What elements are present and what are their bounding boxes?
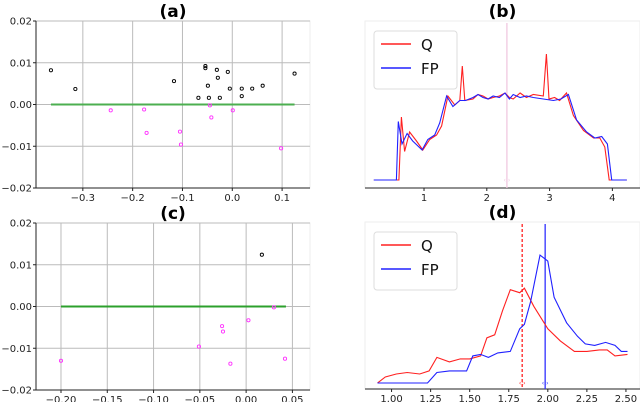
legend-box <box>373 231 458 291</box>
y-tick-label: 0.02 <box>10 219 32 230</box>
data-point-negative <box>246 318 251 323</box>
panel-title: (c) <box>160 204 186 224</box>
y-tick-label: −0.01 <box>1 142 32 153</box>
y-tick-label: 0.00 <box>10 100 32 111</box>
series-line-q <box>377 287 628 384</box>
data-point-positive <box>196 95 201 100</box>
series-line-fp <box>373 92 627 181</box>
data-point-negative <box>209 115 214 120</box>
panel-c: (c) −0.20 −0.15 −0.10 −0.05 0.00 0.05 0.02 0.01 0… <box>1 204 311 402</box>
data-point-negative <box>58 358 64 363</box>
legend-label-fp: FP <box>421 60 439 78</box>
data-point-positive <box>206 95 211 100</box>
x-tick-label: 0.05 <box>281 395 303 402</box>
y-tick-label: 0.01 <box>10 260 32 271</box>
data-point-positive <box>239 94 244 99</box>
legend-box <box>373 30 458 90</box>
y-tick-label: −0.02 <box>1 386 32 397</box>
x-tick-label: 2 <box>484 193 490 204</box>
x-tick-label: 0.00 <box>235 395 257 402</box>
x-tick-label: 4 <box>609 193 615 204</box>
data-point-positive <box>217 95 222 100</box>
x-tick-label: −0.05 <box>185 395 216 402</box>
y-tick-label: 0.02 <box>10 17 32 28</box>
x-tick-label: −0.3 <box>71 193 95 204</box>
x-tick-label: 1.75 <box>498 394 520 402</box>
data-point-positive <box>48 68 53 73</box>
y-tick-label: 0.01 <box>10 58 32 69</box>
data-point-positive <box>239 86 244 91</box>
data-point-negative <box>207 103 212 108</box>
reference-marker: ‹·› <box>542 380 549 387</box>
data-point-positive <box>250 86 255 91</box>
x-tick-label: 2.50 <box>615 394 637 402</box>
data-point-negative <box>108 108 113 113</box>
data-point-positive <box>225 69 230 74</box>
x-tick-label: 1 <box>421 193 427 204</box>
reference-marker: ‹·› <box>519 380 526 387</box>
data-point-positive <box>259 252 264 257</box>
data-point-positive <box>203 64 208 69</box>
x-tick-label: 1.00 <box>380 394 402 402</box>
data-point-negative <box>220 329 226 334</box>
y-tick-label: 0.00 <box>10 302 32 313</box>
x-tick-label: 1.25 <box>419 394 441 402</box>
x-tick-label: −0.10 <box>138 395 169 402</box>
data-point-positive <box>227 86 232 91</box>
data-point-positive <box>215 75 220 80</box>
data-point-positive <box>260 83 265 88</box>
x-tick-label: −0.15 <box>92 395 123 402</box>
x-tick-label: −0.1 <box>170 193 194 204</box>
series-line-fp <box>377 254 628 384</box>
panel-a: (a) −0.3 −0.2 −0.1 0.0 0.1 0.02 0.01 0.00 −0.01 −0… <box>1 2 311 204</box>
data-point-positive <box>214 67 219 72</box>
data-point-negative <box>177 129 183 134</box>
x-tick-label: 0.0 <box>224 193 240 204</box>
data-point-negative <box>271 305 276 310</box>
data-point-negative <box>228 361 233 366</box>
data-point-positive <box>203 66 208 71</box>
data-point-positive <box>292 71 297 76</box>
data-point-negative <box>196 344 201 349</box>
legend: Q FP <box>373 231 458 291</box>
x-tick-label: 0.1 <box>274 193 290 204</box>
x-tick-label: 3 <box>546 193 552 204</box>
data-point-negative <box>144 130 149 135</box>
data-point-negative <box>142 107 147 112</box>
x-tick-label: −0.20 <box>46 395 77 402</box>
panel-title: (a) <box>159 2 186 22</box>
data-point-negative <box>220 324 225 329</box>
panel-title: (b) <box>489 2 517 22</box>
data-point-negative <box>230 108 235 113</box>
x-tick-label: 1.50 <box>459 394 481 402</box>
data-point-negative <box>279 146 284 151</box>
panel-title: (d) <box>489 203 517 223</box>
panel-d: (d) 1.00 1.25 1.50 1.75 2.00 2.25 2.50 ‹·› ‹·› Q FP <box>364 203 640 402</box>
data-point-positive <box>171 79 177 84</box>
y-tick-label: −0.01 <box>1 344 32 355</box>
legend-label-fp: FP <box>421 261 439 279</box>
legend-label-q: Q <box>421 36 433 54</box>
panel-b: (b) 1 2 3 4 ‹·› Q FP <box>364 2 640 204</box>
legend-label-q: Q <box>421 237 433 255</box>
data-point-negative <box>178 142 184 147</box>
x-tick-label: 2.25 <box>576 394 598 402</box>
legend: Q FP <box>373 30 458 90</box>
x-tick-label: 2.00 <box>537 394 559 402</box>
data-point-positive <box>73 87 78 92</box>
x-tick-label: −0.2 <box>120 193 144 204</box>
data-point-negative <box>282 356 288 361</box>
reference-marker: ‹·› <box>504 177 511 184</box>
y-tick-label: −0.02 <box>1 184 32 195</box>
data-point-positive <box>205 83 210 88</box>
